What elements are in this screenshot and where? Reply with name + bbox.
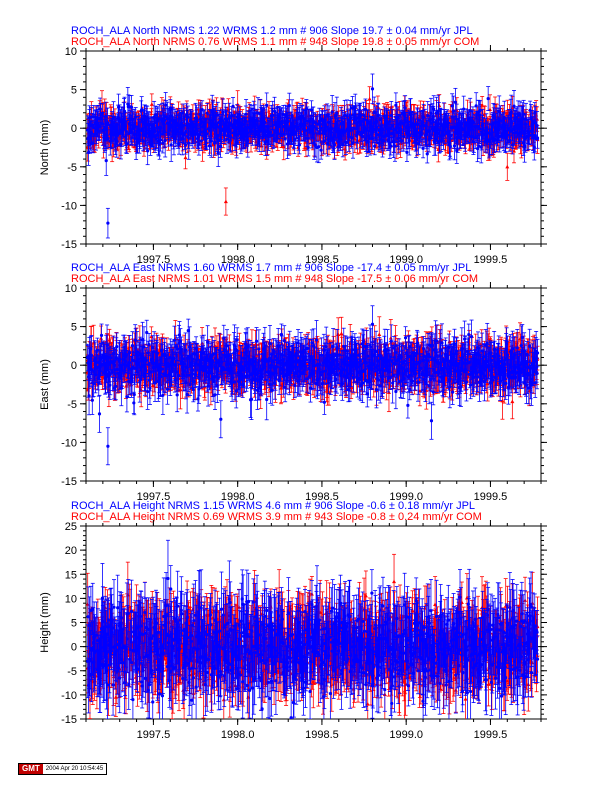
series-jpl [86, 73, 540, 239]
data-point [303, 145, 308, 150]
data-point [183, 155, 188, 160]
y-tick-label: 5 [71, 85, 77, 97]
data-point [161, 141, 165, 145]
data-point [90, 123, 94, 127]
data-point [231, 104, 235, 109]
data-point [98, 107, 102, 111]
data-point [437, 103, 442, 108]
y-tick-label: 0 [71, 123, 77, 135]
data-point [126, 102, 130, 106]
data-point [200, 108, 204, 112]
x-tick-label: 1998.0 [221, 254, 255, 266]
data-point [91, 141, 95, 145]
x-tick-label: 1998.5 [305, 254, 339, 266]
data-point [235, 102, 240, 106]
y-axis-label: North (mm) [39, 120, 51, 176]
x-tick-label: 1999.5 [474, 254, 508, 266]
data-point [183, 143, 188, 147]
data-point [163, 138, 167, 143]
plot-frame [85, 50, 542, 245]
data-point [164, 103, 168, 107]
data-point [149, 102, 154, 106]
data-layer [86, 73, 541, 239]
data-point [122, 109, 127, 113]
data-point [505, 164, 510, 169]
data-point [141, 139, 145, 143]
data-point [96, 116, 100, 120]
data-point [187, 141, 191, 145]
data-point [367, 96, 372, 101]
data-point [223, 199, 228, 204]
data-point [228, 138, 232, 143]
data-point [154, 136, 158, 141]
data-point [106, 137, 110, 141]
chart-panel-1: ROCH_ALA North NRMS 1.22 WRMS 1.2 mm # 9… [39, 25, 547, 266]
data-point [186, 115, 190, 119]
data-point [234, 119, 238, 123]
data-point [102, 108, 107, 113]
data-point [197, 142, 201, 147]
chart-title-line-1: ROCH_ALA North NRMS 1.22 WRMS 1.2 mm # 9… [71, 25, 473, 37]
y-tick-label: -15 [61, 239, 77, 251]
data-point [163, 118, 167, 122]
data-point [343, 146, 348, 151]
data-point [124, 129, 129, 134]
data-point [105, 121, 110, 125]
y-tick-label: 10 [65, 46, 77, 58]
data-point [225, 137, 229, 141]
data-point [146, 149, 150, 153]
data-point [488, 107, 493, 112]
data-point [216, 151, 220, 155]
y-tick-label: -10 [61, 200, 77, 212]
data-point [227, 116, 231, 120]
data-point [205, 111, 209, 115]
data-point [89, 115, 93, 119]
data-point [104, 114, 108, 119]
x-tick-label: 1999.0 [389, 254, 423, 266]
y-tick-label: -5 [67, 162, 77, 174]
data-point [177, 142, 181, 146]
data-point [209, 139, 213, 143]
data-point [205, 132, 209, 136]
x-tick-label: 1997.5 [137, 254, 171, 266]
data-point [134, 115, 138, 119]
data-point [169, 143, 173, 147]
chart-title-line-2: ROCH_ALA North NRMS 0.76 WRMS 1.1 mm # 9… [71, 36, 479, 48]
data-point [153, 113, 158, 117]
data-point [129, 105, 134, 109]
